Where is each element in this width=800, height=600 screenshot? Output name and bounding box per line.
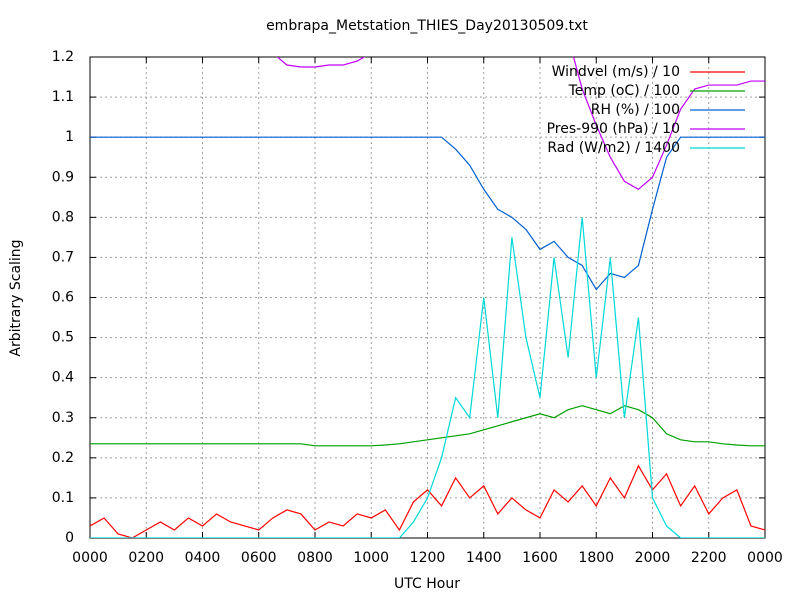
x-tick-label: 2000 bbox=[635, 550, 671, 566]
x-axis-label: UTC Hour bbox=[394, 576, 460, 592]
y-tick-label: 0.5 bbox=[52, 330, 74, 346]
series-line bbox=[90, 136, 765, 291]
x-tick-label: 0200 bbox=[128, 550, 164, 566]
x-tick-label: 0400 bbox=[185, 550, 221, 566]
y-tick-label: 1 bbox=[65, 129, 74, 145]
series-line bbox=[90, 464, 765, 538]
x-tick-label: 2200 bbox=[691, 550, 727, 566]
x-tick-label: 1600 bbox=[522, 550, 558, 566]
x-tick-label: 1000 bbox=[353, 550, 389, 566]
y-tick-label: 0.6 bbox=[52, 290, 74, 306]
x-tick-label: 1200 bbox=[410, 550, 446, 566]
legend-label: Rad (W/m2) / 1400 bbox=[547, 140, 680, 156]
x-tick-label: 0000 bbox=[72, 550, 108, 566]
x-tick-label: 0600 bbox=[241, 550, 277, 566]
x-tick-label: 1400 bbox=[466, 550, 502, 566]
y-tick-label: 0.7 bbox=[52, 249, 74, 265]
y-tick-label: 1.1 bbox=[52, 89, 74, 105]
legend-label: Pres-990 (hPa) / 10 bbox=[547, 121, 680, 137]
x-tick-label: 0800 bbox=[297, 550, 333, 566]
y-tick-label: 0.3 bbox=[52, 410, 74, 426]
legend-label: Windvel (m/s) / 10 bbox=[552, 64, 680, 80]
series-line bbox=[90, 405, 765, 447]
y-tick-label: 0 bbox=[65, 530, 74, 546]
x-tick-label: 1800 bbox=[578, 550, 614, 566]
y-tick-label: 0.4 bbox=[52, 370, 74, 386]
y-axis-label: Arbitrary Scaling bbox=[8, 239, 24, 356]
x-tick-label: 0000 bbox=[747, 550, 783, 566]
series-line bbox=[276, 57, 765, 191]
plot-area bbox=[90, 57, 765, 538]
y-tick-label: 0.8 bbox=[52, 209, 74, 225]
y-tick-label: 1.2 bbox=[52, 49, 74, 65]
y-tick-label: 0.2 bbox=[52, 450, 74, 466]
chart-title: embrapa_Metstation_THIES_Day20130509.txt bbox=[266, 18, 588, 34]
plot-border bbox=[89, 56, 766, 539]
y-tick-label: 0.9 bbox=[52, 169, 74, 185]
legend-label: RH (%) / 100 bbox=[591, 102, 680, 118]
legend-label: Temp (oC) / 100 bbox=[568, 83, 680, 99]
y-tick-label: 0.1 bbox=[52, 490, 74, 506]
series-line bbox=[90, 217, 765, 538]
